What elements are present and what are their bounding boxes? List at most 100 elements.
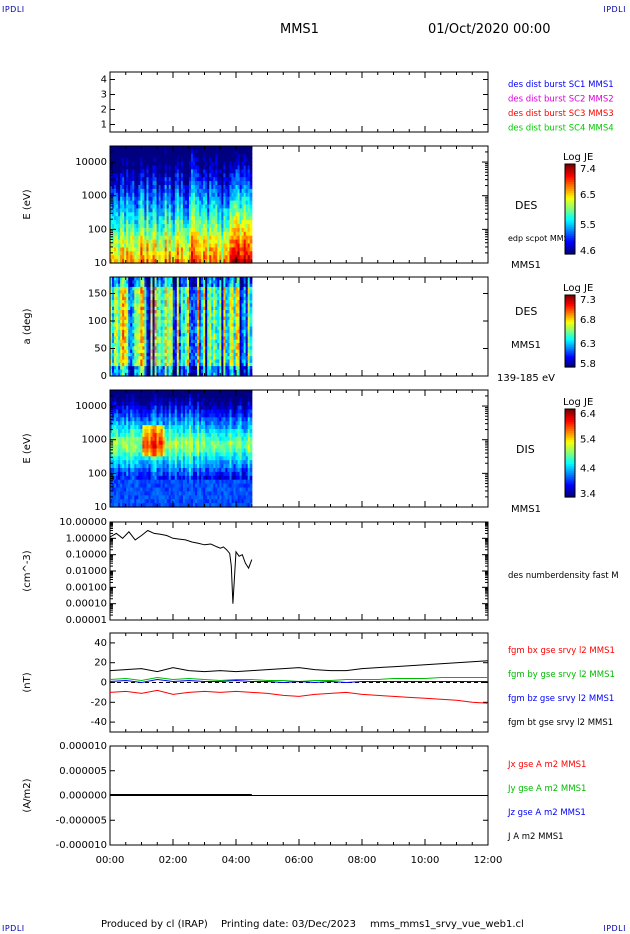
spectrogram-cell bbox=[118, 216, 121, 221]
spectrogram-cell bbox=[138, 251, 141, 256]
des-energy-y-tick-label: 100 bbox=[88, 224, 107, 235]
spectrogram-cell bbox=[164, 323, 168, 328]
spectrogram-cell bbox=[217, 362, 220, 367]
spectrogram-cell bbox=[172, 310, 176, 314]
spectrogram-cell bbox=[237, 343, 241, 347]
spectrogram-cell bbox=[138, 300, 141, 304]
spectrogram-cell bbox=[223, 185, 227, 190]
spectrogram-cell bbox=[201, 356, 204, 361]
spectrogram-cell bbox=[215, 169, 218, 174]
spectrogram-cell bbox=[150, 333, 154, 337]
spectrogram-cell bbox=[227, 359, 231, 364]
spectrogram-cell bbox=[241, 333, 245, 337]
spectrogram-cell bbox=[146, 336, 150, 341]
spectrogram-cell bbox=[136, 280, 139, 285]
spectrogram-cell bbox=[199, 326, 202, 331]
spectrogram-cell bbox=[227, 372, 231, 377]
spectrogram-cell bbox=[114, 487, 117, 492]
spectrogram-cell bbox=[229, 255, 233, 260]
spectrogram-cell bbox=[136, 146, 139, 151]
spectrogram-cell bbox=[132, 259, 135, 264]
spectrogram-cell bbox=[168, 366, 172, 370]
spectrogram-cell bbox=[209, 220, 212, 225]
spectrogram-cell bbox=[126, 296, 129, 301]
spectrogram-cell bbox=[122, 169, 125, 174]
spectrogram-cell bbox=[120, 169, 123, 174]
spectrogram-cell bbox=[134, 495, 137, 500]
spectrogram-cell bbox=[118, 153, 121, 159]
spectrogram-cell bbox=[138, 397, 141, 403]
spectrogram-cell bbox=[243, 146, 247, 151]
spectrogram-cell bbox=[138, 352, 141, 357]
spectrogram-cell bbox=[124, 471, 127, 477]
spectrogram-cell bbox=[205, 296, 208, 301]
spectrogram-cell bbox=[130, 293, 133, 298]
spectrogram-cell bbox=[247, 157, 251, 163]
spectrogram-cell bbox=[217, 280, 220, 285]
spectrogram-cell bbox=[142, 333, 146, 337]
spectrogram-cell bbox=[120, 479, 123, 485]
spectrogram-cell bbox=[193, 326, 196, 331]
spectrogram-cell bbox=[144, 366, 148, 370]
spectrogram-cell bbox=[152, 369, 156, 374]
spectrogram-cell bbox=[178, 349, 182, 354]
spectrogram-cell bbox=[237, 204, 241, 209]
spectrogram-cell bbox=[243, 286, 247, 291]
spectrogram-cell bbox=[112, 283, 115, 288]
spectrogram-cell bbox=[150, 277, 154, 281]
spectrogram-cell bbox=[160, 306, 164, 311]
spectrogram-cell bbox=[225, 323, 229, 328]
spectrogram-cell bbox=[132, 316, 135, 321]
spectrogram-cell bbox=[150, 212, 154, 217]
spectrogram-cell bbox=[158, 359, 162, 364]
spectrogram-cell bbox=[215, 296, 218, 301]
spectrogram-cell bbox=[245, 329, 249, 334]
spectrogram-cell bbox=[207, 310, 210, 314]
spectrogram-cell bbox=[237, 326, 241, 331]
colorbar-cell bbox=[565, 354, 575, 357]
spectrogram-cell bbox=[231, 239, 235, 245]
spectrogram-cell bbox=[126, 436, 129, 442]
spectrogram-cell bbox=[134, 224, 137, 229]
spectrogram-cell bbox=[132, 173, 135, 178]
spectrogram-cell bbox=[170, 300, 174, 304]
spectrogram-cell bbox=[221, 366, 224, 370]
spectrogram-cell bbox=[174, 224, 178, 229]
spectrogram-cell bbox=[144, 181, 148, 186]
spectrogram-cell bbox=[249, 329, 253, 334]
spectrogram-cell bbox=[144, 369, 148, 374]
spectrogram-cell bbox=[231, 188, 235, 194]
spectrogram-cell bbox=[231, 220, 235, 225]
spectrogram-cell bbox=[122, 293, 125, 298]
spectrogram-cell bbox=[130, 483, 133, 489]
spectrogram-cell bbox=[138, 409, 141, 414]
spectrogram-cell bbox=[164, 153, 168, 159]
spectrogram-cell bbox=[237, 349, 241, 354]
spectrogram-cell bbox=[180, 310, 184, 314]
spectrogram-cell bbox=[182, 283, 186, 288]
spectrogram-cell bbox=[186, 339, 190, 344]
spectrogram-cell bbox=[180, 329, 184, 334]
spectrogram-cell bbox=[154, 192, 158, 198]
spectrogram-cell bbox=[154, 313, 158, 318]
spectrogram-cell bbox=[166, 280, 170, 285]
spectrogram-cell bbox=[219, 227, 222, 233]
spectrogram-cell bbox=[154, 306, 158, 311]
spectrogram-cell bbox=[138, 362, 141, 367]
spectrogram-cell bbox=[138, 235, 141, 241]
spectrogram-cell bbox=[243, 255, 247, 260]
spectrogram-cell bbox=[207, 216, 210, 221]
spectrogram-cell bbox=[126, 177, 129, 182]
spectrogram-cell bbox=[112, 216, 115, 221]
spectrogram-cell bbox=[138, 444, 141, 450]
spectrogram-cell bbox=[243, 149, 247, 155]
spectrogram-cell bbox=[233, 366, 237, 370]
spectrogram-cell bbox=[184, 208, 188, 213]
spectrogram-cell bbox=[178, 323, 182, 328]
spectrogram-cell bbox=[110, 259, 113, 264]
spectrogram-cell bbox=[170, 359, 174, 364]
spectrogram-cell bbox=[195, 333, 198, 337]
spectrogram-cell bbox=[201, 339, 204, 344]
spectrogram-cell bbox=[247, 169, 251, 174]
spectrogram-cell bbox=[120, 409, 123, 414]
